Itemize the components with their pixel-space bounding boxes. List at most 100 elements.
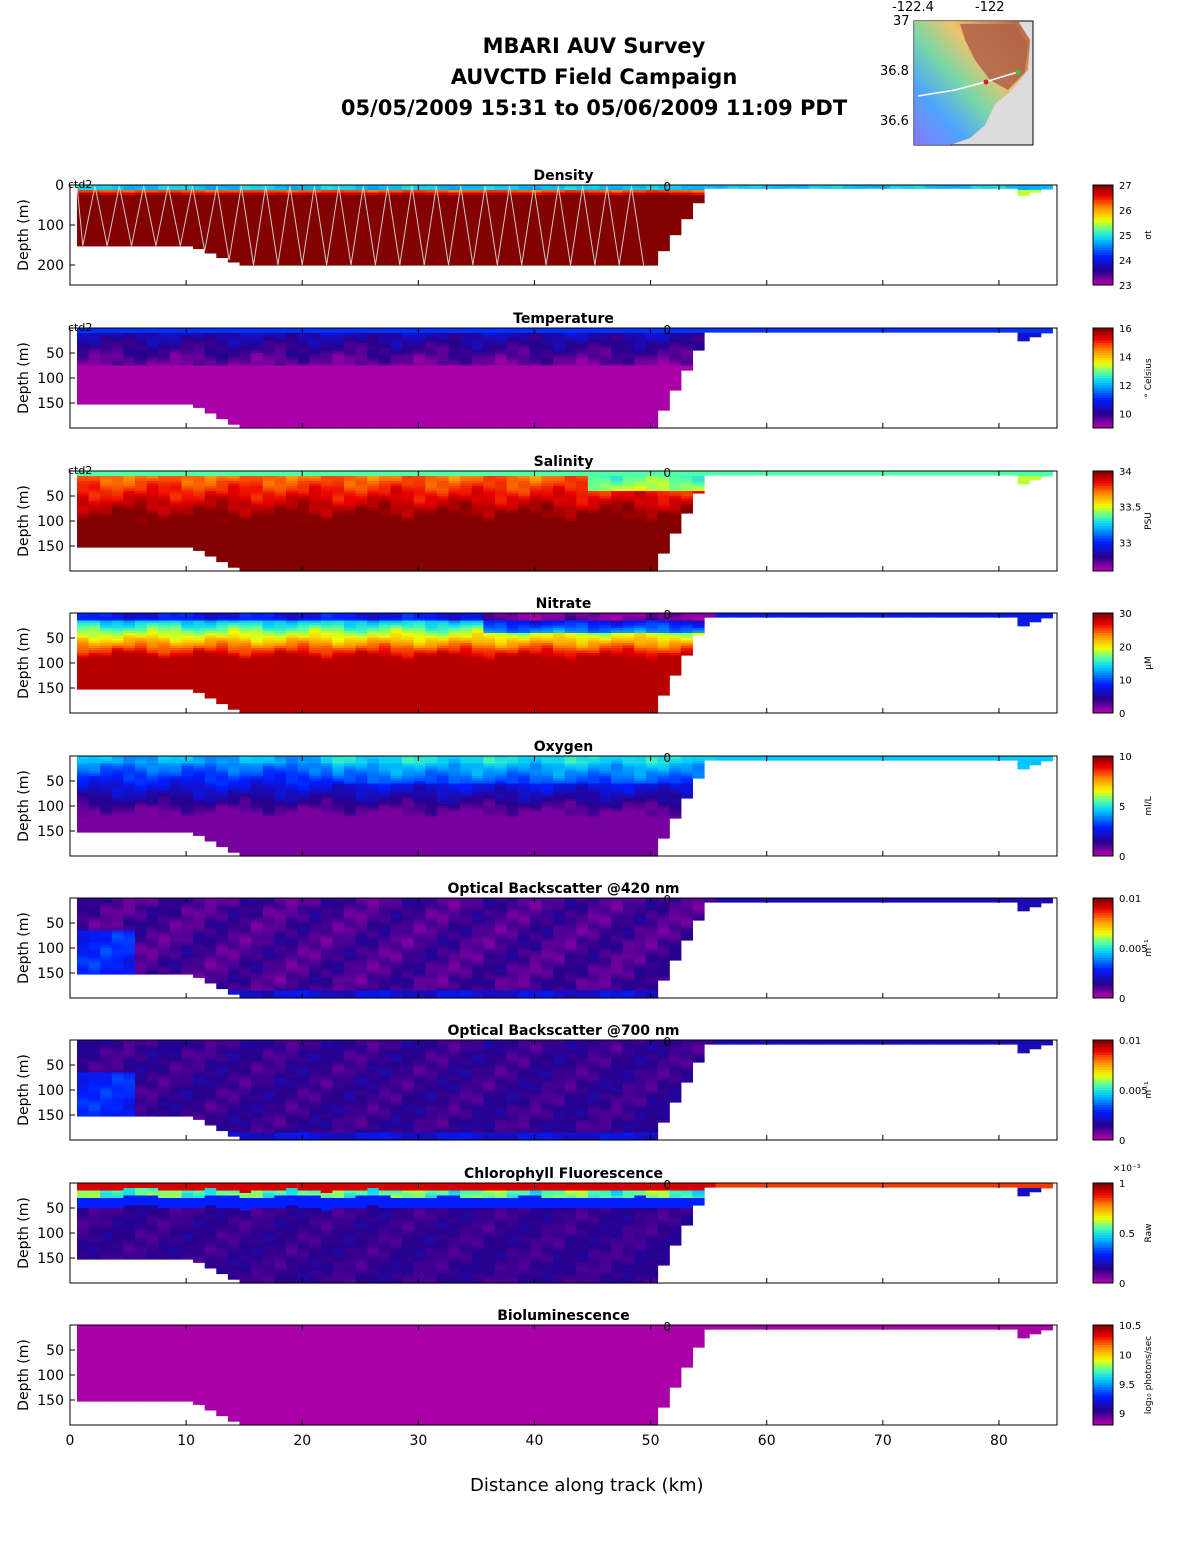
colorbar-exponent: ×10⁻³ xyxy=(1113,1164,1141,1174)
panel-bioluminescence xyxy=(70,1325,1113,1426)
y-tick-label: 100 xyxy=(37,941,64,957)
colorbar-tick-label: 9 xyxy=(1119,1409,1125,1420)
panel-oxygen xyxy=(70,756,1113,857)
colorbar-tick-label: 0 xyxy=(1119,994,1125,1005)
colorbar-tick-label: 0 xyxy=(1119,852,1125,863)
y-tick-label: 150 xyxy=(37,824,64,840)
panel-annotation: ctd2 xyxy=(68,464,92,477)
colorbar-tick-label: 10 xyxy=(1119,752,1132,763)
colorbar-tick-label: 16 xyxy=(1119,324,1132,335)
colorbar-unit: log₁₀ photons/sec xyxy=(1144,1336,1154,1414)
y-tick-label: 100 xyxy=(37,799,64,815)
panel-title: Chlorophyll Fluorescence xyxy=(464,1166,663,1182)
panel-marker: 0 xyxy=(663,751,671,765)
panel-title: Salinity xyxy=(534,454,594,470)
y-tick-label: 150 xyxy=(37,681,64,697)
panel-chlorophyll-fluorescence xyxy=(70,1183,1113,1284)
colorbar-tick-label: 9.5 xyxy=(1119,1380,1135,1391)
y-tick-label: 150 xyxy=(37,539,64,555)
panel-marker: 0 xyxy=(663,608,671,622)
y-tick-label: 50 xyxy=(46,1058,64,1074)
panel-temperature xyxy=(70,328,1113,429)
panel-salinity xyxy=(70,471,1113,572)
y-axis-label: Depth (m) xyxy=(16,199,32,271)
colorbar-unit: PSU xyxy=(1144,512,1154,530)
colorbar-tick-label: 26 xyxy=(1119,206,1132,217)
panel-marker: 0 xyxy=(663,466,671,480)
y-axis-label: Depth (m) xyxy=(16,770,32,842)
y-tick-label: 150 xyxy=(37,1251,64,1267)
colorbar-tick-label: 30 xyxy=(1119,609,1132,620)
colorbar-tick-label: 25 xyxy=(1119,231,1132,242)
y-tick-label: 50 xyxy=(46,774,64,790)
y-tick-label: 150 xyxy=(37,1393,64,1409)
colorbar-tick-label: 33 xyxy=(1119,538,1132,549)
colorbar-unit: ° Celsius xyxy=(1144,358,1154,398)
panel-optical-backscatter-420-nm xyxy=(70,898,1113,999)
x-axis-label: Distance along track (km) xyxy=(470,1475,704,1496)
panel-annotation: ctd2 xyxy=(68,321,92,334)
x-tick-label: 20 xyxy=(293,1433,311,1449)
x-tick-label: 70 xyxy=(874,1433,892,1449)
y-tick-label: 100 xyxy=(37,1368,64,1384)
panel-marker: 0 xyxy=(663,1320,671,1334)
y-axis-label: Depth (m) xyxy=(16,485,32,557)
colorbar-tick-label: 23 xyxy=(1119,281,1132,292)
colorbar-tick-label: 33.5 xyxy=(1119,503,1141,514)
x-tick-label: 0 xyxy=(66,1433,75,1449)
y-axis-label: Depth (m) xyxy=(16,1054,32,1126)
colorbar-tick-label: 10 xyxy=(1119,676,1132,687)
colorbar-tick-label: 12 xyxy=(1119,381,1132,392)
y-tick-label: 150 xyxy=(37,396,64,412)
panel-title: Density xyxy=(533,168,593,184)
y-tick-label: 100 xyxy=(37,1226,64,1242)
panel-title: Bioluminescence xyxy=(497,1308,630,1324)
panel-marker: 0 xyxy=(663,1178,671,1192)
y-tick-label: 50 xyxy=(46,916,64,932)
y-tick-label: 100 xyxy=(37,218,64,234)
x-tick-label: 50 xyxy=(642,1433,660,1449)
panel-title: Optical Backscatter @420 nm xyxy=(448,881,680,897)
colorbar-unit: Raw xyxy=(1144,1224,1154,1243)
panel-title: Oxygen xyxy=(534,739,594,755)
colorbar-tick-label: 14 xyxy=(1119,353,1132,364)
y-axis-label: Depth (m) xyxy=(16,1197,32,1269)
colorbar-tick-label: 24 xyxy=(1119,256,1132,267)
panel-optical-backscatter-700-nm xyxy=(70,1040,1113,1141)
colorbar-unit: m⁻¹ xyxy=(1144,1081,1154,1099)
panel-marker: 0 xyxy=(663,180,671,194)
colorbar-tick-label: 27 xyxy=(1119,181,1132,192)
x-tick-label: 60 xyxy=(758,1433,776,1449)
y-tick-label: 50 xyxy=(46,489,64,505)
y-axis-label: Depth (m) xyxy=(16,912,32,984)
x-tick-label: 10 xyxy=(177,1433,195,1449)
y-axis-label: Depth (m) xyxy=(16,342,32,414)
y-tick-label: 100 xyxy=(37,514,64,530)
colorbar-tick-label: 0 xyxy=(1119,1136,1125,1147)
colorbar-tick-label: 0.5 xyxy=(1119,1229,1135,1240)
panel-nitrate xyxy=(70,613,1113,714)
colorbar-tick-label: 34 xyxy=(1119,467,1132,478)
panel-marker: 0 xyxy=(663,323,671,337)
y-tick-label: 100 xyxy=(37,1083,64,1099)
y-tick-label: 100 xyxy=(37,371,64,387)
panel-title: Optical Backscatter @700 nm xyxy=(448,1023,680,1039)
colorbar-unit: ml/L xyxy=(1144,796,1154,815)
y-tick-label: 50 xyxy=(46,1201,64,1217)
y-tick-label: 50 xyxy=(46,1343,64,1359)
y-tick-label: 100 xyxy=(37,656,64,672)
y-tick-label: 50 xyxy=(46,631,64,647)
panel-title: Temperature xyxy=(513,311,614,327)
y-axis-label: Depth (m) xyxy=(16,627,32,699)
panel-marker: 0 xyxy=(663,1035,671,1049)
colorbar-unit: σt xyxy=(1144,230,1154,240)
colorbar-tick-label: 20 xyxy=(1119,642,1132,653)
colorbar-tick-label: 0.01 xyxy=(1119,1036,1141,1047)
panel-marker: 0 xyxy=(663,893,671,907)
colorbar-tick-label: 1 xyxy=(1119,1179,1125,1190)
y-tick-label: 50 xyxy=(46,346,64,362)
x-tick-label: 30 xyxy=(409,1433,427,1449)
x-tick-label: 40 xyxy=(526,1433,544,1449)
panel-title: Nitrate xyxy=(536,596,592,612)
